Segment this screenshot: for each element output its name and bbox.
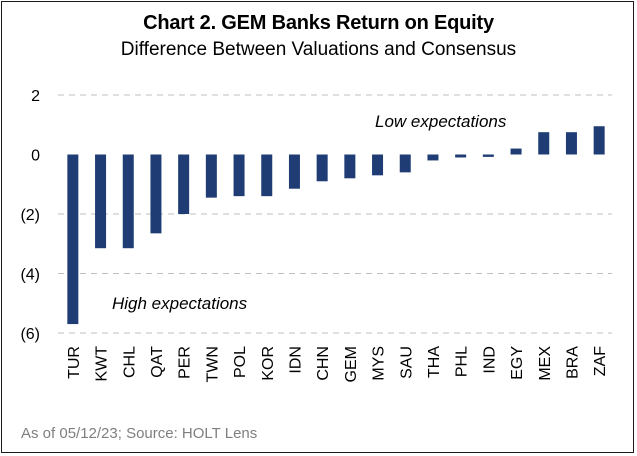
- annotation-high-expectations: High expectations: [112, 294, 248, 313]
- y-tick-label: 2: [31, 88, 40, 105]
- x-axis-tick-labels: TUR KWT CHL QAT PER TWN POL KOR IDN CHN GEM MYS SAU T…: [66, 346, 609, 383]
- x-tick-label: GEM: [343, 346, 360, 382]
- y-axis-tick-labels: 2 0 (2) (4) (6): [20, 88, 40, 343]
- y-tick-label: 0: [31, 148, 40, 165]
- x-tick-label: TWN: [204, 346, 221, 382]
- bar-mys: [372, 154, 384, 176]
- x-tick-label: KWT: [94, 346, 111, 382]
- bar-egy: [510, 148, 522, 155]
- bar-gem: [344, 154, 356, 179]
- x-tick-label: CHN: [315, 346, 332, 381]
- bar-qat: [150, 154, 162, 234]
- x-tick-label: CHL: [121, 346, 138, 378]
- chart-subtitle: Difference Between Valuations and Consen…: [120, 39, 517, 60]
- annotation-low-expectations: Low expectations: [375, 112, 507, 131]
- x-tick-label: ZAF: [592, 346, 609, 376]
- y-tick-label: (4): [20, 267, 40, 284]
- bar-ind: [482, 154, 494, 157]
- bar-zaf: [593, 126, 605, 155]
- bar-tur: [67, 154, 79, 325]
- bar-bra: [565, 132, 577, 155]
- bar-kwt: [95, 154, 107, 249]
- gridlines: [58, 94, 612, 334]
- bar-chn: [316, 154, 328, 182]
- source-note: As of 05/12/23; Source: HOLT Lens: [21, 425, 258, 442]
- bar-mex: [538, 132, 550, 155]
- x-tick-label: BRA: [564, 346, 581, 379]
- x-tick-label: MYS: [371, 346, 388, 381]
- x-tick-label: IND: [481, 346, 498, 374]
- bar-pol: [233, 154, 245, 197]
- x-tick-label: POL: [232, 346, 249, 378]
- x-tick-label: PHL: [454, 346, 471, 377]
- bar-twn: [205, 154, 217, 198]
- bar-per: [178, 154, 190, 214]
- chart-title: Chart 2. GEM Banks Return on Equity: [143, 12, 494, 34]
- bar-idn: [288, 154, 300, 189]
- bars: [67, 126, 605, 325]
- x-tick-label: MEX: [537, 346, 554, 381]
- y-tick-label: (6): [20, 326, 40, 343]
- x-tick-label: IDN: [287, 346, 304, 374]
- bar-tha: [427, 154, 439, 161]
- x-tick-label: KOR: [260, 346, 277, 381]
- x-tick-label: PER: [177, 346, 194, 379]
- bar-sau: [399, 154, 411, 173]
- bar-phl: [455, 154, 467, 158]
- x-tick-label: QAT: [149, 346, 166, 378]
- x-tick-label: TUR: [66, 346, 83, 379]
- bar-kor: [261, 154, 273, 197]
- x-tick-label: SAU: [398, 346, 415, 379]
- x-tick-label: EGY: [509, 346, 526, 380]
- bar-chl: [122, 154, 134, 249]
- y-tick-label: (2): [20, 207, 40, 224]
- x-tick-label: THA: [426, 346, 443, 378]
